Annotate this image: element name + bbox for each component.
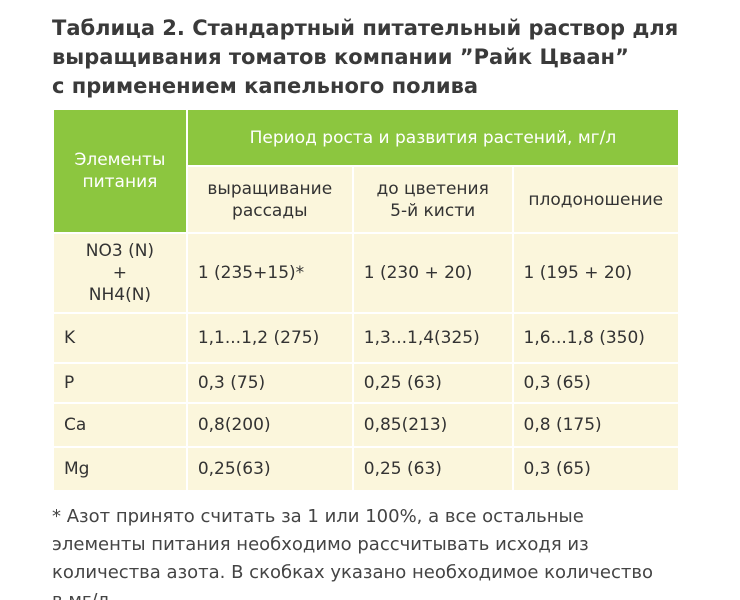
value-cell: 0,3 (75) (185, 362, 354, 404)
column-header: плодоношение (511, 165, 681, 234)
footnote: * Азот принято считать за 1 или 100%, а … (52, 503, 653, 600)
table-row: P 0,3 (75) 0,25 (63) 0,3 (65) (52, 362, 681, 404)
corner-line: питания (82, 172, 158, 192)
group-header: Период роста и развития растений, мг/л (185, 108, 681, 167)
element-line: + (112, 263, 128, 283)
value-cell: 1 (195 + 20) (511, 232, 681, 314)
value-cell: 1,1...1,2 (275) (185, 312, 354, 364)
table-row: Ca 0,8(200) 0,85(213) 0,8 (175) (52, 402, 681, 448)
column-header-line: плодоношение (528, 189, 664, 210)
footnote-line: в мг/л. (52, 587, 653, 600)
element-line: NH4(N) (88, 285, 152, 305)
value-cell: 1 (230 + 20) (351, 232, 514, 314)
footnote-line: элементы питания необходимо рассчитывать… (52, 534, 589, 555)
value-cell: 0,25 (63) (351, 362, 514, 404)
value-cell: 1,6...1,8 (350) (511, 312, 681, 364)
column-header: выращивание рассады (185, 165, 354, 234)
element-cell: Ca (52, 402, 188, 448)
value-cell: 0,3 (65) (511, 362, 681, 404)
element-line: NO3 (N) (85, 241, 155, 261)
table-row: Mg 0,25(63) 0,25 (63) 0,3 (65) (52, 446, 681, 492)
title-line: выращивания томатов компании ”Райк Цваан… (52, 45, 629, 69)
element-line: K (64, 328, 76, 348)
value-cell: 1 (235+15)* (185, 232, 354, 314)
value-cell: 0,8 (175) (511, 402, 681, 448)
element-cell: K (52, 312, 188, 364)
column-header-line: рассады (232, 200, 308, 221)
value-cell: 0,25(63) (185, 446, 354, 492)
value-cell: 1,3...1,4(325) (351, 312, 514, 364)
element-line: Mg (64, 459, 90, 479)
corner-header: Элементы питания (52, 108, 188, 234)
element-line: P (64, 373, 75, 393)
title-line: Таблица 2. Стандартный питательный раств… (52, 16, 679, 40)
element-cell: NO3 (N) + NH4(N) (52, 232, 188, 314)
element-line: Ca (64, 415, 87, 435)
footnote-line: * Азот принято считать за 1 или 100%, а … (52, 506, 584, 527)
footnote-line: количества азота. В скобках указано необ… (52, 562, 653, 583)
table-row: K 1,1...1,2 (275) 1,3...1,4(325) 1,6...1,8 … (52, 312, 681, 364)
table-row: NO3 (N) + NH4(N) 1 (235+15)* 1 (230 + 20) 1 (… (52, 232, 681, 314)
value-cell: 0,8(200) (185, 402, 354, 448)
element-cell: P (52, 362, 188, 404)
column-header-line: выращивание (207, 178, 333, 199)
column-header-line: 5-й кисти (390, 200, 476, 221)
column-header-line: до цветения (376, 178, 489, 199)
column-header: до цветения 5-й кисти (351, 165, 514, 234)
title: Таблица 2. Стандартный питательный раств… (52, 14, 678, 101)
title-line: с применением капельного полива (52, 74, 479, 98)
value-cell: 0,85(213) (351, 402, 514, 448)
value-cell: 0,25 (63) (351, 446, 514, 492)
element-cell: Mg (52, 446, 188, 492)
table: Элементы питания Период роста и развития … (52, 108, 681, 492)
value-cell: 0,3 (65) (511, 446, 681, 492)
corner-line: Элементы (74, 150, 166, 170)
